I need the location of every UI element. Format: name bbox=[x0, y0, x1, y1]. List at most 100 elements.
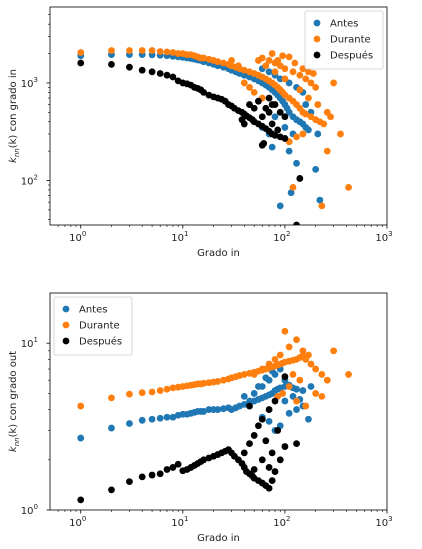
series-durante bbox=[77, 47, 352, 210]
data-point bbox=[258, 415, 266, 423]
data-point bbox=[174, 50, 182, 57]
legend-label: Antes bbox=[330, 19, 358, 30]
data-point bbox=[314, 101, 322, 108]
data-point bbox=[345, 183, 352, 191]
data-point bbox=[240, 71, 248, 79]
data-point bbox=[250, 432, 258, 439]
data-point bbox=[271, 68, 279, 76]
data-point bbox=[265, 68, 273, 76]
data-point bbox=[265, 360, 273, 368]
data-point bbox=[285, 343, 293, 351]
data-point bbox=[323, 147, 331, 155]
legend-label: Durante bbox=[79, 321, 120, 332]
data-point bbox=[169, 49, 177, 56]
data-point bbox=[281, 327, 289, 335]
data-point bbox=[169, 413, 177, 421]
data-point bbox=[258, 113, 266, 121]
data-point bbox=[246, 440, 253, 448]
y-tick-label: 103 bbox=[21, 76, 38, 90]
data-point bbox=[108, 424, 115, 432]
data-point bbox=[276, 75, 284, 83]
y-axis-label: knn(k) con grado in bbox=[8, 69, 21, 163]
data-point bbox=[163, 413, 171, 421]
x-tick-label: 101 bbox=[171, 515, 188, 529]
data-points bbox=[77, 47, 352, 225]
data-point bbox=[262, 374, 270, 382]
data-point bbox=[268, 477, 276, 485]
data-point bbox=[285, 383, 293, 390]
data-point bbox=[305, 94, 312, 102]
data-point bbox=[163, 48, 171, 56]
data-point bbox=[77, 496, 85, 504]
data-point bbox=[268, 143, 276, 151]
data-point bbox=[255, 422, 262, 430]
x-tick-label: 101 bbox=[171, 230, 188, 244]
data-point bbox=[214, 378, 222, 385]
data-point bbox=[271, 468, 279, 475]
data-point bbox=[156, 387, 164, 394]
legend-label: Antes bbox=[79, 305, 107, 316]
legend-marker bbox=[62, 337, 70, 345]
data-point bbox=[281, 113, 289, 121]
data-point bbox=[309, 70, 317, 77]
data-point bbox=[279, 390, 287, 397]
data-point bbox=[138, 66, 146, 74]
data-point bbox=[126, 47, 133, 54]
data-point bbox=[200, 379, 208, 387]
legend-marker bbox=[313, 19, 321, 27]
data-point bbox=[276, 108, 284, 116]
data-point bbox=[265, 57, 273, 64]
y-tick-label: 101 bbox=[21, 336, 38, 350]
data-point bbox=[296, 86, 304, 94]
data-point bbox=[262, 62, 270, 70]
data-point bbox=[126, 420, 133, 427]
data-point bbox=[156, 414, 164, 422]
data-point bbox=[305, 351, 312, 359]
data-point bbox=[276, 456, 284, 464]
x-tick-label: 102 bbox=[273, 230, 290, 244]
data-point bbox=[250, 88, 258, 96]
data-point bbox=[169, 464, 177, 471]
data-point bbox=[220, 405, 227, 413]
data-point bbox=[318, 371, 326, 378]
data-point bbox=[138, 47, 146, 54]
data-point bbox=[285, 147, 293, 155]
data-point bbox=[289, 371, 297, 378]
data-point bbox=[255, 383, 262, 390]
data-point bbox=[274, 57, 282, 64]
data-point bbox=[174, 460, 182, 468]
data-point bbox=[276, 351, 284, 359]
data-point bbox=[265, 417, 273, 425]
data-point bbox=[312, 365, 320, 373]
x-tick-label: 100 bbox=[69, 230, 86, 244]
data-point bbox=[281, 124, 289, 131]
data-point bbox=[163, 466, 171, 473]
data-point bbox=[246, 397, 253, 405]
data-point bbox=[276, 202, 284, 210]
data-point bbox=[200, 408, 208, 415]
data-point bbox=[281, 443, 289, 450]
legend-box bbox=[304, 10, 384, 70]
data-point bbox=[268, 101, 276, 108]
legend: Antes Durante Después bbox=[304, 10, 384, 70]
data-point bbox=[200, 54, 208, 62]
x-axis-label: Grado in bbox=[197, 533, 240, 544]
x-tick-label: 103 bbox=[375, 515, 392, 529]
data-point bbox=[214, 58, 222, 66]
data-point bbox=[299, 387, 307, 394]
data-point bbox=[205, 406, 213, 413]
data-point bbox=[265, 406, 273, 413]
chart-1: 100 101 102 103 102 103 Grado in knn(k) con gra… bbox=[8, 6, 393, 259]
data-point bbox=[156, 70, 164, 77]
data-point bbox=[271, 355, 279, 363]
data-point bbox=[289, 392, 297, 400]
data-point bbox=[307, 383, 315, 390]
data-point bbox=[345, 371, 352, 378]
data-point bbox=[238, 116, 246, 124]
data-point bbox=[200, 88, 208, 96]
legend-label: Después bbox=[330, 50, 373, 62]
data-point bbox=[163, 71, 171, 79]
data-point bbox=[293, 385, 300, 393]
data-point bbox=[289, 183, 297, 191]
